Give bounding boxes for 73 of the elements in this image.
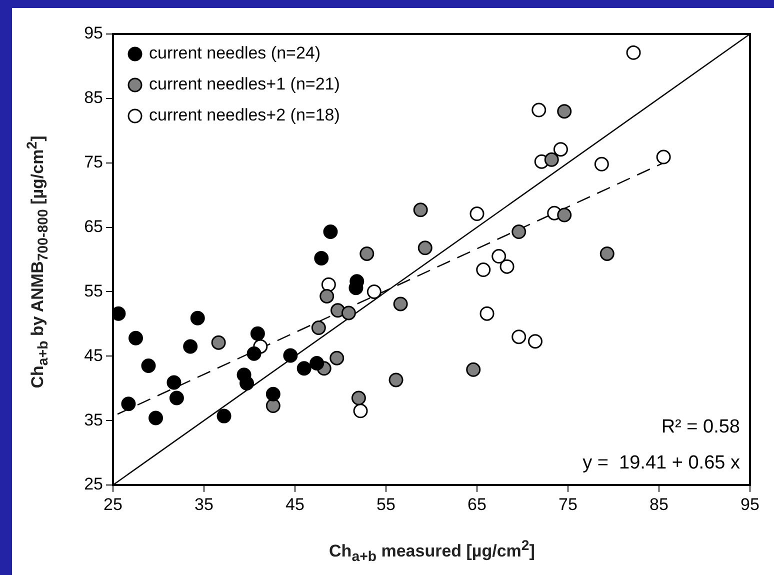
- point: [470, 206, 484, 222]
- point: [183, 339, 198, 354]
- point: [418, 240, 432, 256]
- y-tick-label: 85: [84, 88, 103, 108]
- point: [476, 262, 491, 278]
- point: [166, 375, 182, 390]
- point: [600, 246, 614, 261]
- point: [246, 346, 262, 361]
- point: [557, 104, 572, 119]
- point: [169, 390, 184, 406]
- x-tick-label: 55: [376, 494, 396, 514]
- point: [141, 358, 156, 374]
- y-tick-label: 95: [84, 24, 103, 43]
- point: [393, 296, 408, 312]
- x-tick-label: 25: [104, 494, 122, 514]
- point: [128, 330, 143, 346]
- x-tick-label: 95: [740, 494, 760, 514]
- point: [314, 250, 329, 266]
- x-tick-label: 85: [650, 494, 668, 514]
- point: [240, 376, 254, 390]
- point: [360, 246, 374, 261]
- point: [296, 361, 312, 376]
- point: [353, 404, 368, 418]
- legend-label: current needles+1 (n=21): [149, 74, 340, 94]
- point: [512, 224, 526, 240]
- point: [211, 335, 226, 350]
- annotation: y = 19.41 + 0.65 x: [582, 452, 740, 474]
- point: [330, 350, 344, 366]
- x-axis-title: Ch$_{a+b}$ measured [µg/cm$^{2}$]: [328, 538, 536, 566]
- point: [553, 142, 568, 157]
- point: [626, 45, 641, 60]
- point: [266, 398, 280, 414]
- point: [480, 306, 494, 321]
- annotation: R² = 0.58: [661, 416, 740, 438]
- y-tick-label: 65: [84, 216, 103, 236]
- y-tick-label: 55: [84, 281, 103, 300]
- point: [320, 288, 334, 304]
- point: [341, 306, 356, 320]
- point: [323, 224, 338, 240]
- legend-label: current needles+2 (n=18): [149, 106, 340, 125]
- point: [512, 330, 526, 344]
- point: [656, 150, 671, 164]
- point: [321, 277, 336, 292]
- point: [121, 396, 136, 412]
- point: [283, 348, 298, 363]
- legend-label: current needles (n=24): [149, 44, 321, 63]
- point: [311, 320, 326, 336]
- point: [413, 202, 428, 218]
- point: [466, 362, 481, 377]
- x-tick-label: 65: [468, 494, 486, 514]
- point: [366, 284, 382, 299]
- point: [532, 102, 546, 118]
- point: [544, 152, 559, 167]
- point: [216, 408, 232, 424]
- y-tick-label: 45: [84, 346, 103, 365]
- point: [148, 410, 164, 426]
- point: [266, 386, 280, 402]
- point: [190, 310, 205, 326]
- point: [492, 249, 506, 264]
- y-tick-label: 35: [84, 410, 103, 430]
- y-tick-label: 25: [84, 474, 103, 494]
- point: [594, 156, 609, 172]
- y-tick-label: 75: [84, 152, 103, 172]
- point: [351, 390, 366, 406]
- x-tick-label: 45: [286, 494, 304, 514]
- point: [500, 259, 514, 274]
- point: [250, 326, 265, 341]
- x-tick-label: 75: [558, 494, 578, 514]
- point: [310, 356, 324, 370]
- point: [528, 334, 542, 349]
- point: [388, 372, 404, 388]
- x-tick-label: 35: [194, 494, 214, 514]
- point: [557, 208, 572, 222]
